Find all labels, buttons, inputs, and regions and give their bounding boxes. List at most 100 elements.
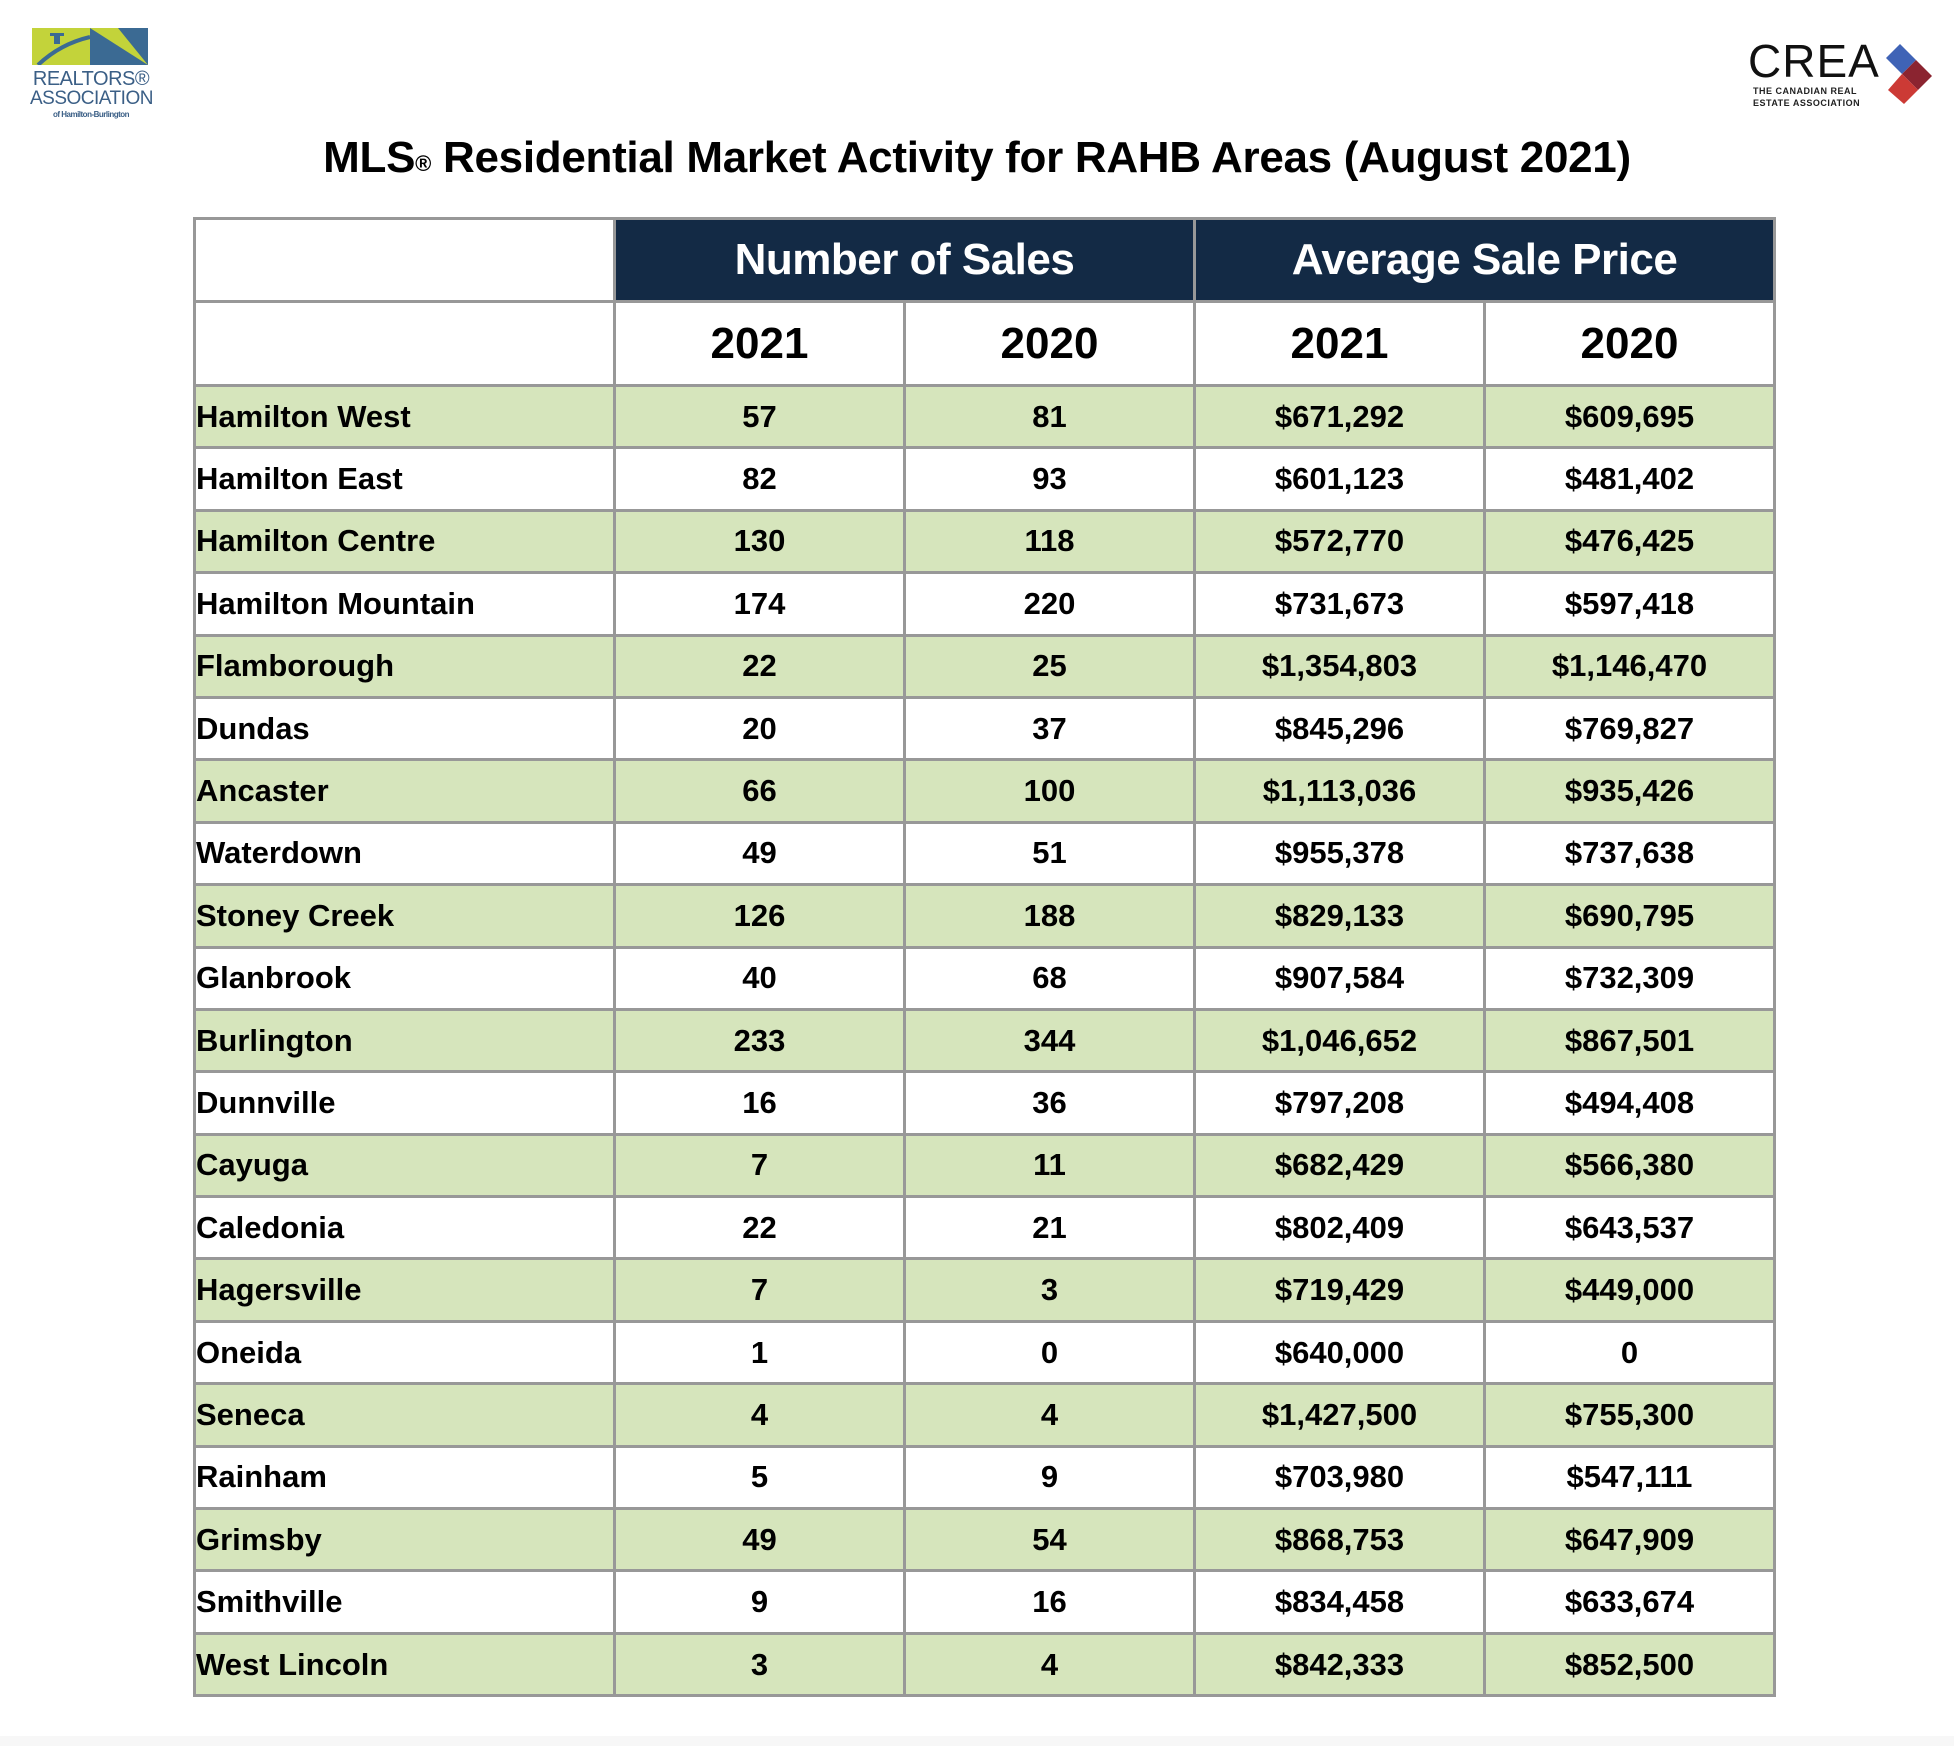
group-header-row: Number of Sales Average Sale Price [193, 217, 1776, 303]
sales-2021-cell: 20 [613, 695, 906, 762]
area-name-cell: Hamilton East [193, 446, 616, 512]
avg-price-2020-cell: $597,418 [1483, 571, 1776, 637]
avg-price-2020-cell: $476,425 [1483, 508, 1776, 575]
year-header-sales-2021: 2021 [613, 300, 906, 387]
table-row: Burlington 233 344 $1,046,652 $867,501 [193, 1007, 1776, 1074]
sales-2021-cell: 49 [613, 820, 906, 887]
table-row: Caledonia 22 21 $802,409 $643,537 [193, 1195, 1776, 1261]
year-header-row: 2021 2020 2021 2020 [193, 300, 1776, 387]
sales-2020-cell: 9 [903, 1444, 1196, 1511]
avg-price-2020-cell: $566,380 [1483, 1132, 1776, 1199]
avg-price-2020-cell: $737,638 [1483, 820, 1776, 887]
sales-2020-cell: 11 [903, 1132, 1196, 1199]
avg-price-2020-cell: $690,795 [1483, 883, 1776, 949]
avg-price-2021-cell: $601,123 [1193, 446, 1486, 512]
area-name-cell: Hamilton West [193, 383, 616, 450]
avg-price-2021-cell: $671,292 [1193, 383, 1486, 450]
rahb-logo-line2: ASSOCIATION [30, 88, 153, 109]
sales-2020-cell: 68 [903, 945, 1196, 1011]
avg-price-2021-cell: $842,333 [1193, 1631, 1486, 1698]
area-name-cell: Waterdown [193, 820, 616, 887]
header-number-of-sales: Number of Sales [613, 217, 1196, 303]
sales-2021-cell: 130 [613, 508, 906, 575]
sales-2021-cell: 82 [613, 446, 906, 512]
sales-2021-cell: 7 [613, 1132, 906, 1199]
year-header-sales-2020: 2020 [903, 300, 1196, 387]
avg-price-2021-cell: $682,429 [1193, 1132, 1486, 1199]
table-row: Hamilton East 82 93 $601,123 $481,402 [193, 446, 1776, 512]
sales-2021-cell: 22 [613, 1195, 906, 1261]
avg-price-2021-cell: $1,113,036 [1193, 758, 1486, 824]
table-row: Waterdown 49 51 $955,378 $737,638 [193, 820, 1776, 887]
market-activity-table: Number of Sales Average Sale Price 2021 … [193, 217, 1776, 1698]
avg-price-2021-cell: $572,770 [1193, 508, 1486, 575]
rahb-logo-line3: of Hamilton-Burlington [52, 110, 130, 119]
header-blank-cell [193, 217, 616, 303]
area-name-cell: Glanbrook [193, 945, 616, 1011]
sales-2020-cell: 118 [903, 508, 1196, 575]
avg-price-2020-cell: $647,909 [1483, 1507, 1776, 1573]
avg-price-2020-cell: $732,309 [1483, 945, 1776, 1011]
crea-subtitle-line2: ESTATE ASSOCIATION [1753, 98, 1861, 108]
area-name-cell: Stoney Creek [193, 883, 616, 949]
sales-2020-cell: 36 [903, 1070, 1196, 1136]
area-name-cell: Caledonia [193, 1195, 616, 1261]
area-name-cell: Dundas [193, 695, 616, 762]
crea-wordmark: CREA [1748, 35, 1880, 87]
area-name-cell: Burlington [193, 1007, 616, 1074]
sales-2020-cell: 3 [903, 1257, 1196, 1323]
page-title: MLS® Residential Market Activity for RAH… [0, 130, 1954, 186]
crea-chevron-icon [1886, 44, 1932, 104]
year-header-price-2021: 2021 [1193, 300, 1486, 387]
sales-2020-cell: 54 [903, 1507, 1196, 1573]
table-row: Dundas 20 37 $845,296 $769,827 [193, 695, 1776, 762]
avg-price-2021-cell: $703,980 [1193, 1444, 1486, 1511]
area-name-cell: Oneida [193, 1319, 616, 1386]
table-row: Dunnville 16 36 $797,208 $494,408 [193, 1070, 1776, 1136]
sales-2021-cell: 22 [613, 633, 906, 699]
table-row: Smithville 9 16 $834,458 $633,674 [193, 1569, 1776, 1635]
table-row: Oneida 1 0 $640,000 0 [193, 1319, 1776, 1386]
avg-price-2020-cell: $643,537 [1483, 1195, 1776, 1261]
avg-price-2021-cell: $1,354,803 [1193, 633, 1486, 699]
sales-2021-cell: 16 [613, 1070, 906, 1136]
table-row: Grimsby 49 54 $868,753 $647,909 [193, 1507, 1776, 1573]
area-name-cell: Dunnville [193, 1070, 616, 1136]
area-name-cell: West Lincoln [193, 1631, 616, 1698]
rahb-logo: REALTORS® ASSOCIATION of Hamilton-Burlin… [30, 28, 153, 124]
sales-2021-cell: 57 [613, 383, 906, 450]
page-bottom-band [0, 1736, 1954, 1746]
table-row: Cayuga 7 11 $682,429 $566,380 [193, 1132, 1776, 1199]
area-name-cell: Smithville [193, 1569, 616, 1635]
table-row: Seneca 4 4 $1,427,500 $755,300 [193, 1382, 1776, 1448]
sales-2020-cell: 4 [903, 1631, 1196, 1698]
avg-price-2021-cell: $1,427,500 [1193, 1382, 1486, 1448]
sales-2021-cell: 5 [613, 1444, 906, 1511]
area-name-cell: Hamilton Centre [193, 508, 616, 575]
registered-mark: ® [415, 151, 432, 176]
area-name-cell: Flamborough [193, 633, 616, 699]
table-row: Rainham 5 9 $703,980 $547,111 [193, 1444, 1776, 1511]
avg-price-2020-cell: $935,426 [1483, 758, 1776, 824]
area-name-cell: Hamilton Mountain [193, 571, 616, 637]
sales-2021-cell: 66 [613, 758, 906, 824]
table-row: Flamborough 22 25 $1,354,803 $1,146,470 [193, 633, 1776, 699]
sales-2020-cell: 4 [903, 1382, 1196, 1448]
sales-2020-cell: 93 [903, 446, 1196, 512]
sales-2020-cell: 37 [903, 695, 1196, 762]
avg-price-2021-cell: $845,296 [1193, 695, 1486, 762]
avg-price-2020-cell: $481,402 [1483, 446, 1776, 512]
sales-2021-cell: 7 [613, 1257, 906, 1323]
avg-price-2020-cell: $609,695 [1483, 383, 1776, 450]
avg-price-2021-cell: $868,753 [1193, 1507, 1486, 1573]
sales-2021-cell: 9 [613, 1569, 906, 1635]
title-rest: Residential Market Activity for RAHB Are… [431, 133, 1631, 182]
title-prefix: MLS [323, 133, 416, 182]
sales-2020-cell: 100 [903, 758, 1196, 824]
crea-logo: CREA THE CANADIAN REAL ESTATE ASSOCIATIO… [1748, 36, 1938, 112]
avg-price-2021-cell: $802,409 [1193, 1195, 1486, 1261]
avg-price-2020-cell: 0 [1483, 1319, 1776, 1386]
area-name-cell: Hagersville [193, 1257, 616, 1323]
table-row: Stoney Creek 126 188 $829,133 $690,795 [193, 883, 1776, 949]
avg-price-2020-cell: $494,408 [1483, 1070, 1776, 1136]
